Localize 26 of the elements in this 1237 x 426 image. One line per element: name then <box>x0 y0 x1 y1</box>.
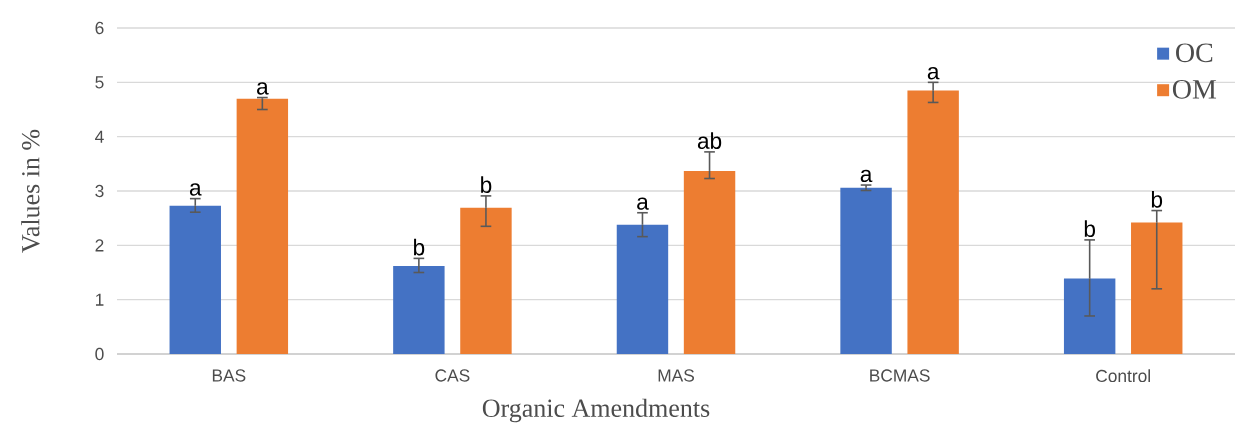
x-tick-label: CAS <box>435 369 470 382</box>
x-tick-label: BAS <box>212 369 246 382</box>
y-tick-label: 3 <box>95 184 104 198</box>
annotation: b <box>1151 191 1163 208</box>
annotation: b <box>414 238 425 256</box>
annotation: ab <box>697 132 722 149</box>
legend-label: OC <box>1176 43 1213 63</box>
y-tick-label: 2 <box>95 239 104 252</box>
annotation: a <box>927 67 940 80</box>
x-axis-title: Organic Amendments <box>482 398 710 423</box>
annotation: b <box>481 176 492 193</box>
annotation: b <box>1084 220 1096 237</box>
x-tick-label: MAS <box>658 369 694 382</box>
y-tick-label: 6 <box>95 21 104 35</box>
x-tick-label: BCMAS <box>870 369 930 382</box>
annotation: a <box>257 82 269 95</box>
y-tick-label: 1 <box>95 293 104 306</box>
y-tick-label: 4 <box>95 130 104 143</box>
y-axis-title: Values in % <box>21 129 40 253</box>
legend-label: OM <box>1172 79 1217 99</box>
annotation: a <box>860 169 873 183</box>
y-tick-label: 0 <box>95 347 104 361</box>
annotation: a <box>637 197 649 210</box>
x-tick-label: Control <box>1096 369 1150 383</box>
y-tick-label: 5 <box>95 76 104 89</box>
annotation: a <box>189 183 202 196</box>
